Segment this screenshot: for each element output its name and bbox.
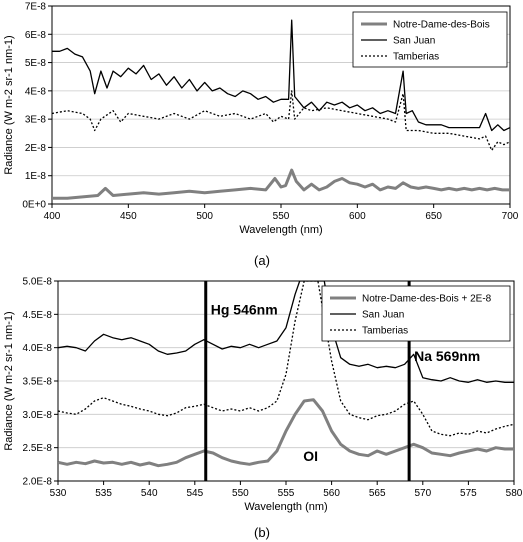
p1-annotation-label-1: Hg 546nm	[211, 301, 278, 317]
p1-legend-label-3: Tamberias	[362, 326, 408, 337]
p1-y-tick-label: 5.0E-8	[23, 277, 53, 288]
p1-x-tick-label: 530	[50, 488, 67, 499]
p1-x-tick-label: 550	[232, 488, 249, 499]
p1-legend-label-2: San Juan	[362, 310, 404, 321]
p0-x-tick-label: 400	[44, 211, 61, 222]
p1-x-tick-label: 540	[141, 488, 158, 499]
p1-annotation-label-2: Na 569nm	[414, 348, 480, 364]
chart-panel-a: 0E+0 1E-8 2E-8 3E-8 4E-8 5E-8 6E-8 7E-8 400 450 50…	[3, 2, 519, 237]
p1-x-axis-label: Wavelength (nm)	[244, 501, 327, 513]
p0-x-axis-label: Wavelength (nm)	[239, 224, 322, 236]
p1-y-axis-label: Radiance (W m-2 sr-1 nm-1)	[3, 311, 15, 450]
p1-y-tick-label: 4.5E-8	[23, 310, 53, 321]
caption-b: (b)	[254, 525, 270, 540]
p1-series-line-1	[58, 398, 514, 468]
p1-series-line-3	[58, 281, 514, 437]
p0-y-tick-label: 3E-8	[25, 115, 47, 126]
p1-x-tick-label: 570	[414, 488, 431, 499]
p1-y-tick-label: 4.0E-8	[23, 343, 53, 354]
p1-y-tick-label: 2.5E-8	[23, 443, 53, 454]
p1-legend-label-1: Notre-Dame-des-Bois + 2E-8	[362, 294, 492, 305]
p1-y-tick-label: 2.0E-8	[23, 477, 53, 488]
p0-x-tick-label: 500	[196, 211, 213, 222]
p0-y-axis-label: Radiance (W m-2 sr-1 nm-1)	[3, 35, 15, 174]
p0-y-tick-label: 4E-8	[25, 86, 47, 97]
p0-legend-label-3: Tamberias	[393, 52, 439, 63]
p1-y-tick-label: 3.0E-8	[23, 410, 53, 421]
p0-y-tick-label: 0E+0	[22, 200, 46, 211]
p1-annotation-label-3: OI	[303, 448, 318, 464]
p1-series-line-2	[58, 281, 514, 383]
p0-series-line-1	[52, 168, 510, 200]
p0-x-tick-label: 550	[273, 211, 290, 222]
p1-x-tick-label: 535	[95, 488, 112, 499]
p1-x-tick-label: 565	[369, 488, 386, 499]
p0-y-tick-label: 6E-8	[25, 30, 47, 41]
p0-x-tick-label: 450	[120, 211, 137, 222]
p0-legend-label-2: San Juan	[393, 36, 435, 47]
p0-series-line-3	[52, 90, 510, 151]
p1-x-tick-label: 555	[278, 488, 295, 499]
p0-x-tick-label: 650	[425, 211, 442, 222]
p0-y-tick-label: 1E-8	[25, 171, 47, 182]
caption-a: (a)	[254, 253, 270, 268]
p1-x-tick-label: 575	[460, 488, 477, 499]
chart-panel-b: 2.0E-8 2.5E-8 3.0E-8 3.5E-8 4.0E-8 4.5E-8 5.0E…	[3, 277, 523, 514]
p0-y-tick-label: 7E-8	[25, 2, 47, 13]
p1-x-tick-label: 545	[186, 488, 203, 499]
p0-x-tick-label: 600	[349, 211, 366, 222]
p0-y-tick-label: 2E-8	[25, 143, 47, 154]
p0-x-tick-label: 700	[502, 211, 519, 222]
p1-x-tick-label: 560	[323, 488, 340, 499]
p1-x-tick-label: 580	[506, 488, 523, 499]
p0-series-line-2	[52, 19, 510, 132]
p1-y-tick-label: 3.5E-8	[23, 377, 53, 388]
p0-y-tick-label: 5E-8	[25, 58, 47, 69]
p0-legend-label-1: Notre-Dame-des-Bois	[393, 20, 490, 31]
